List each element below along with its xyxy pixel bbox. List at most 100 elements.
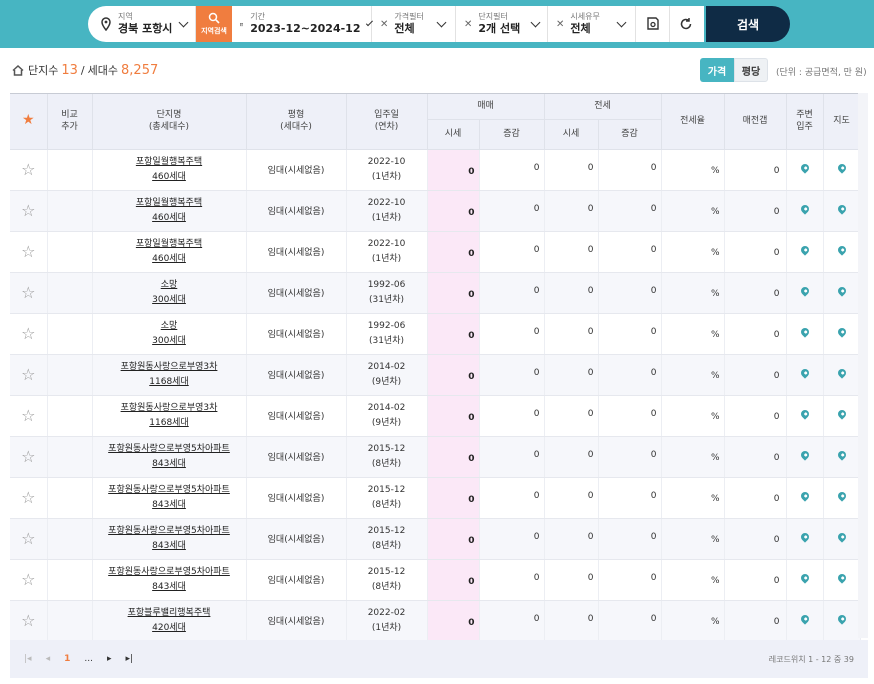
households-link[interactable]: 1168세대 (149, 417, 189, 428)
compare-cell[interactable] (47, 600, 93, 642)
map-cell[interactable] (823, 313, 861, 355)
last-page-icon[interactable]: ▸| (125, 654, 134, 664)
save-filter-button[interactable] (636, 6, 670, 42)
star-outline-icon[interactable]: ☆ (21, 242, 36, 261)
type-header[interactable]: 평형 (세대수) (246, 94, 347, 150)
gap-header[interactable]: 매전갭 (724, 94, 787, 150)
complex-name-link[interactable]: 포항원동사랑으로부영3차 (120, 402, 218, 413)
map-cell[interactable] (823, 149, 861, 191)
prev-page-icon[interactable]: ◂ (45, 654, 51, 664)
star-outline-icon[interactable]: ☆ (21, 570, 36, 589)
households-link[interactable]: 460세대 (152, 212, 186, 223)
map-cell[interactable] (823, 518, 861, 560)
star-outline-icon[interactable]: ☆ (21, 160, 36, 179)
compare-cell[interactable] (47, 313, 93, 355)
households-link[interactable]: 843세대 (152, 458, 186, 469)
first-page-icon[interactable]: |◂ (24, 654, 32, 664)
map-pin-icon[interactable] (835, 285, 848, 297)
map-pin-icon[interactable] (835, 162, 848, 174)
map-cell[interactable] (823, 600, 861, 642)
complex-name-cell[interactable]: 포항원동사랑으로부영5차아파트 843세대 (92, 436, 247, 478)
map-pin-icon[interactable] (798, 449, 811, 461)
jeonse-change-header[interactable]: 증감 (598, 119, 662, 150)
complex-name-link[interactable]: 포항일월행복주택 (135, 156, 203, 167)
complex-name-link[interactable]: 포항일월행복주택 (135, 238, 203, 249)
complex-name-cell[interactable]: 포항일월행복주택 460세대 (92, 149, 247, 191)
map-pin-icon[interactable] (835, 244, 848, 256)
map-cell[interactable] (823, 395, 861, 437)
complex-filter-selector[interactable]: ✕ 단지필터 2개 선택 (456, 6, 548, 42)
compare-cell[interactable] (47, 436, 93, 478)
compare-cell[interactable] (47, 231, 93, 273)
region-search-button[interactable]: 지역검색 (196, 6, 232, 42)
households-link[interactable]: 420세대 (152, 622, 186, 633)
star-outline-icon[interactable]: ☆ (21, 406, 36, 425)
star-outline-icon[interactable]: ☆ (21, 324, 36, 343)
map-pin-icon[interactable] (835, 613, 848, 625)
map-cell[interactable] (823, 272, 861, 314)
map-pin-icon[interactable] (798, 531, 811, 543)
map-pin-icon[interactable] (798, 367, 811, 379)
households-link[interactable]: 460세대 (152, 253, 186, 264)
region-selector[interactable]: 지역 경북 포항시 (88, 6, 196, 42)
map-cell[interactable] (823, 477, 861, 519)
map-pin-icon[interactable] (798, 408, 811, 420)
nearby-cell[interactable] (786, 395, 824, 437)
complex-name-cell[interactable]: 포항원동사랑으로부영3차 1168세대 (92, 354, 247, 396)
compare-cell[interactable] (47, 149, 93, 191)
pyeong-toggle-button[interactable]: 평당 (734, 58, 768, 82)
clear-icon[interactable]: ✕ (380, 18, 389, 30)
compare-cell[interactable] (47, 477, 93, 519)
map-pin-icon[interactable] (835, 203, 848, 215)
complex-name-link[interactable]: 포항블루밸리행복주택 (127, 607, 211, 618)
complex-name-link[interactable]: 포항원동사랑으로부영5차아파트 (108, 484, 230, 495)
map-pin-icon[interactable] (798, 490, 811, 502)
price-exists-selector[interactable]: ✕ 시세유무 전체 (548, 6, 636, 42)
map-pin-icon[interactable] (835, 490, 848, 502)
households-link[interactable]: 843세대 (152, 499, 186, 510)
households-link[interactable]: 300세대 (152, 294, 186, 305)
compare-cell[interactable] (47, 395, 93, 437)
map-pin-icon[interactable] (835, 408, 848, 420)
complex-name-link[interactable]: 포항일월행복주택 (135, 197, 203, 208)
map-pin-icon[interactable] (798, 162, 811, 174)
next-page-icon[interactable]: ▸ (106, 654, 112, 664)
complex-name-link[interactable]: 포항원동사랑으로부영5차아파트 (108, 566, 230, 577)
star-outline-icon[interactable]: ☆ (21, 365, 36, 384)
complex-name-cell[interactable]: 포항블루밸리행복주택 420세대 (92, 600, 247, 642)
complex-name-cell[interactable]: 포항원동사랑으로부영5차아파트 843세대 (92, 477, 247, 519)
map-cell[interactable] (823, 354, 861, 396)
star-outline-icon[interactable]: ☆ (21, 611, 36, 630)
star-outline-icon[interactable]: ☆ (21, 529, 36, 548)
star-filled-icon[interactable]: ★ (21, 112, 35, 129)
star-outline-icon[interactable]: ☆ (21, 447, 36, 466)
nearby-cell[interactable] (786, 272, 824, 314)
complex-name-link[interactable]: 소망 (160, 279, 178, 290)
sale-price-header[interactable]: 시세 (427, 119, 480, 150)
clear-icon[interactable]: ✕ (464, 18, 473, 30)
reset-button[interactable] (670, 6, 702, 42)
map-pin-icon[interactable] (798, 203, 811, 215)
map-pin-icon[interactable] (798, 326, 811, 338)
compare-cell[interactable] (47, 190, 93, 232)
nearby-cell[interactable] (786, 600, 824, 642)
nearby-cell[interactable] (786, 436, 824, 478)
nearby-cell[interactable] (786, 477, 824, 519)
households-link[interactable]: 1168세대 (149, 376, 189, 387)
map-cell[interactable] (823, 559, 861, 601)
map-pin-icon[interactable] (835, 367, 848, 379)
clear-icon[interactable]: ✕ (556, 18, 565, 30)
map-pin-icon[interactable] (835, 572, 848, 584)
period-selector[interactable]: 기간 2023-12~2024-12 (232, 6, 374, 42)
compare-cell[interactable] (47, 354, 93, 396)
map-cell[interactable] (823, 436, 861, 478)
map-pin-icon[interactable] (798, 572, 811, 584)
move-in-header[interactable]: 입주일 (연차) (346, 94, 428, 150)
star-outline-icon[interactable]: ☆ (21, 201, 36, 220)
name-header[interactable]: 단지명 (총세대수) (92, 94, 247, 150)
complex-name-cell[interactable]: 포항원동사랑으로부영5차아파트 843세대 (92, 518, 247, 560)
complex-name-cell[interactable]: 포항일월행복주택 460세대 (92, 190, 247, 232)
map-pin-icon[interactable] (835, 531, 848, 543)
households-link[interactable]: 460세대 (152, 171, 186, 182)
households-link[interactable]: 843세대 (152, 581, 186, 592)
